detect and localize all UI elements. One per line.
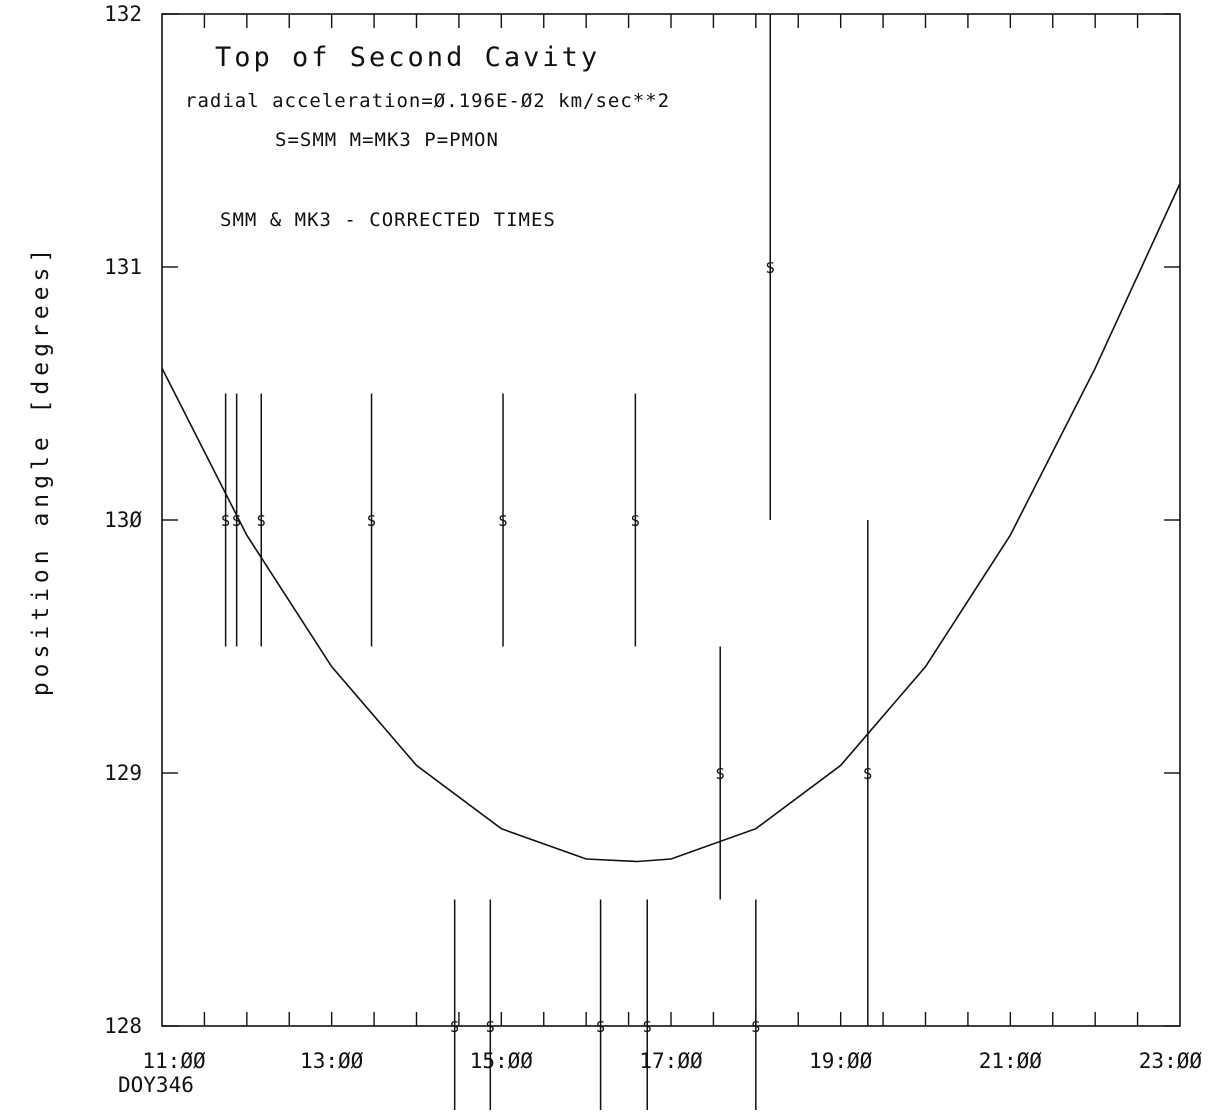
plot-frame — [161, 13, 1181, 1027]
x-tick-label: 11:ØØ — [142, 1049, 206, 1073]
data-point: S — [257, 512, 266, 530]
x-axis: 11:ØØ 13:ØØ 15:ØØ 17:ØØ 19:ØØ 21:ØØ 23:ØØ — [142, 1049, 1202, 1073]
y-tick-label: 13Ø — [104, 508, 142, 532]
data-point: S — [232, 512, 241, 530]
x-tick-label: 19:ØØ — [809, 1049, 873, 1073]
x-tick-label: 15:ØØ — [470, 1049, 534, 1073]
chart-subtitle: radial acceleration=Ø.196E-Ø2 km/sec**2 — [185, 90, 670, 112]
x-tick-label: 21:ØØ — [979, 1049, 1043, 1073]
data-point: S — [766, 259, 775, 277]
y-tick-label: 129 — [104, 761, 142, 785]
y-tick-label: 131 — [104, 255, 142, 279]
y-tick-label: 128 — [104, 1014, 142, 1038]
data-point: S — [643, 1018, 652, 1036]
data-point: S — [751, 1018, 760, 1036]
y-axis: 128 129 13Ø 131 132 — [104, 2, 1180, 1038]
data-point: S — [499, 512, 508, 530]
data-point: S — [631, 512, 640, 530]
data-point: S — [450, 1018, 459, 1036]
data-point: S — [367, 512, 376, 530]
x-tick-label: 13:ØØ — [300, 1049, 364, 1073]
x-tick-label: 17:ØØ — [639, 1049, 703, 1073]
data-point: S — [863, 765, 872, 783]
x-axis-sublabel: DOY346 — [118, 1073, 194, 1097]
symbol-legend: S=SMM M=MK3 P=PMON — [275, 129, 499, 151]
data-point: S — [221, 512, 230, 530]
x-tick-label: 23:ØØ — [1139, 1049, 1203, 1073]
data-point: S — [596, 1018, 605, 1036]
y-tick-label: 132 — [104, 2, 142, 26]
y-axis-label: position angle [degrees] — [28, 244, 54, 696]
data-point: S — [486, 1018, 495, 1036]
annotation: SMM & MK3 - CORRECTED TIMES — [220, 209, 556, 231]
error-bars-layer: S S S S S SSS SS S S S S — [221, 14, 872, 1110]
fit-curve-layer — [161, 183, 1181, 863]
minor-ticks — [203, 14, 1139, 1026]
chart-title: Top of Second Cavity — [215, 42, 600, 73]
fit-curve — [161, 183, 1181, 863]
data-point: S — [716, 765, 725, 783]
